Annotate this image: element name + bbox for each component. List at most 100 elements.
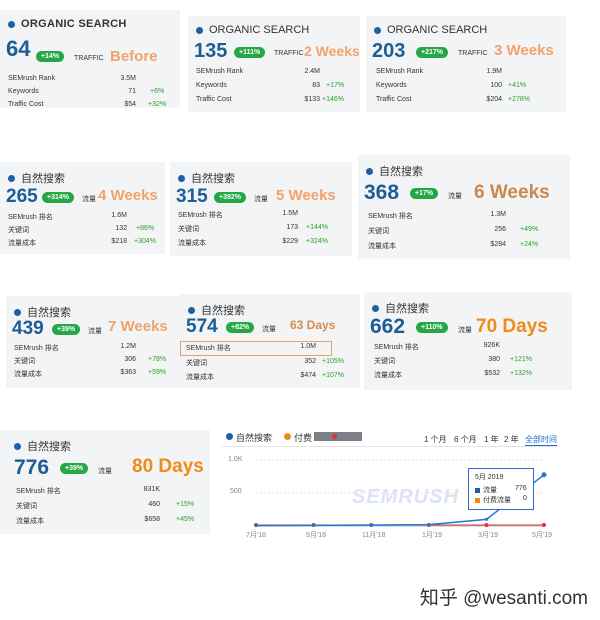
row-value: 380 <box>488 356 500 363</box>
row-value: $204 <box>486 96 502 103</box>
row-label: Keywords <box>376 82 407 89</box>
row-value: 1.2M <box>120 343 136 350</box>
traffic-change-badge: +82% <box>226 322 255 333</box>
period-label: 4 Weeks <box>98 187 158 204</box>
traffic-change-badge: +314% <box>42 192 74 203</box>
traffic-change-badge: +14% <box>36 51 65 62</box>
x-tick: 3月'19 <box>478 532 499 539</box>
row-label: 流量成本 <box>8 240 36 247</box>
row-value: 2.4M <box>304 68 320 75</box>
row-label: 流量成本 <box>16 518 44 525</box>
card-header: 自然搜索 <box>8 170 65 186</box>
row-value: 173 <box>286 224 298 231</box>
status-dot-icon <box>14 308 21 316</box>
period-label: 80 Days <box>132 456 204 477</box>
row-label: Traffic Cost <box>8 101 44 108</box>
row-change: +86% <box>136 225 155 232</box>
traffic-value: 315 <box>176 186 208 207</box>
data-point-organic <box>427 523 431 527</box>
card-header: 自然搜索 <box>366 163 423 179</box>
tooltip-row-value: 776 <box>515 485 527 492</box>
highlight-box <box>180 341 332 356</box>
row-label: SEMrush Rank <box>196 68 244 75</box>
traffic-value: 64 <box>6 36 31 61</box>
row-change: +6% <box>150 88 165 95</box>
row-label: 关键词 <box>186 360 207 367</box>
legend-swatch-red-icon <box>332 434 337 439</box>
status-dot-icon <box>8 174 15 182</box>
period-label: 5 Weeks <box>276 187 336 204</box>
row-change: +107% <box>322 372 344 379</box>
traffic-change-badge: +110% <box>416 322 448 333</box>
status-dot-icon <box>178 174 185 182</box>
traffic-label: 流量 <box>88 328 102 335</box>
stat-card-3-weeks: ORGANIC SEARCH 203 +217% TRAFFIC 3 Weeks… <box>366 16 566 112</box>
status-dot-icon <box>188 306 195 314</box>
legend-swatch-bar <box>314 432 362 441</box>
traffic-value: 574 <box>186 316 218 337</box>
legend-paid[interactable]: 付费 <box>294 433 313 443</box>
x-tick: 1月'19 <box>422 532 443 539</box>
card-header: 自然搜索 <box>372 300 429 316</box>
data-point-organic <box>484 517 488 521</box>
traffic-change-badge: +39% <box>52 324 81 335</box>
semrush-watermark: SEMRUSH <box>352 486 460 508</box>
row-value: $474 <box>300 372 316 379</box>
stat-card-5-weeks: 自然搜索 315 +392% 流量 5 Weeks SEMrush 排名 1.5… <box>170 162 352 256</box>
traffic-value: 776 <box>14 456 50 479</box>
traffic-value: 368 <box>364 181 400 204</box>
row-label: 关键词 <box>178 226 199 233</box>
x-tick: 11月'18 <box>362 532 386 539</box>
row-value: $363 <box>120 369 136 376</box>
status-dot-icon <box>372 304 379 312</box>
row-value: $54 <box>124 101 136 108</box>
row-value: $218 <box>111 238 127 245</box>
row-change: +146% <box>322 96 344 103</box>
traffic-change-badge: +217% <box>416 47 448 58</box>
period-label: 6 Weeks <box>474 182 550 203</box>
tooltip-organic-swatch-icon <box>475 488 480 493</box>
row-value: 831K <box>143 486 160 493</box>
row-change: +59% <box>148 369 167 376</box>
row-change: +278% <box>508 96 530 103</box>
tooltip-title: 5月 2019 <box>475 474 504 481</box>
row-change: +132% <box>510 370 532 377</box>
stat-card-7-weeks: 自然搜索 439 +39% 流量 7 Weeks SEMrush 排名 1.2M… <box>6 296 184 388</box>
row-value: 352 <box>304 358 316 365</box>
stat-card-63-days: 自然搜索 574 +82% 流量 63 Days SEMrush 排名 1.0M… <box>180 294 360 388</box>
x-tick: 5月'19 <box>532 532 553 539</box>
row-change: +78% <box>148 356 167 363</box>
data-point-organic <box>312 523 316 527</box>
row-value: 1.3M <box>490 211 506 218</box>
row-value: 1.6M <box>111 212 127 219</box>
row-value: 256 <box>494 226 506 233</box>
range-1-year[interactable]: 1 年 <box>484 435 499 444</box>
traffic-label: 流量 <box>82 196 96 203</box>
stat-card-70-days: 自然搜索 662 +110% 流量 70 Days SEMrush 排名 926… <box>364 292 572 390</box>
row-label: SEMrush 排名 <box>14 345 59 352</box>
range-6-months[interactable]: 6 个月 <box>454 435 477 444</box>
status-dot-icon <box>196 26 203 34</box>
card-header: 自然搜索 <box>14 304 71 320</box>
row-label: SEMrush 排名 <box>368 213 413 220</box>
row-change: +105% <box>322 358 344 365</box>
chart-header-line <box>222 446 558 447</box>
traffic-label: 流量 <box>262 326 276 333</box>
traffic-change-badge: +392% <box>214 192 246 203</box>
range-2-years[interactable]: 2 年 <box>504 435 519 444</box>
period-label: 2 Weeks <box>304 43 360 59</box>
status-dot-icon <box>374 26 381 34</box>
row-label: 关键词 <box>14 358 35 365</box>
traffic-change-badge: +39% <box>60 463 89 474</box>
range-1-month[interactable]: 1 个月 <box>424 435 447 444</box>
row-label: SEMrush 排名 <box>186 345 231 352</box>
row-label: 流量成本 <box>14 371 42 378</box>
row-value: 132 <box>115 225 127 232</box>
row-value: $284 <box>490 241 506 248</box>
row-label: SEMrush 排名 <box>374 344 419 351</box>
range-all-time[interactable]: 全部时间 <box>525 435 557 446</box>
row-change: +304% <box>134 238 156 245</box>
traffic-label: 流量 <box>98 468 112 475</box>
row-value: $133 <box>304 96 320 103</box>
legend-organic[interactable]: 自然搜索 <box>236 433 273 443</box>
